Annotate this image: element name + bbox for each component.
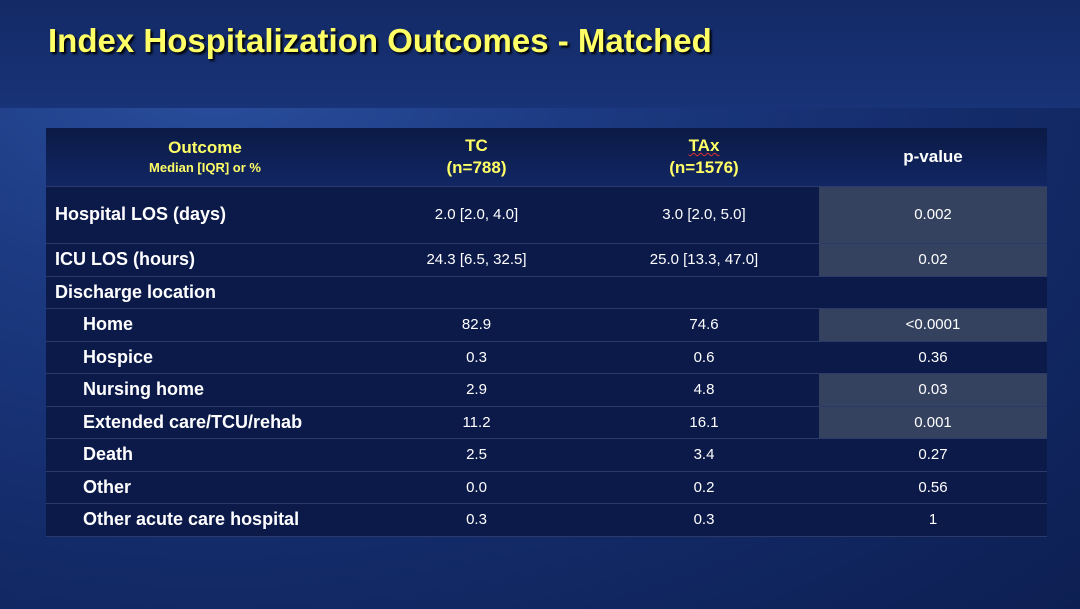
table-row: Home 82.9 74.6 <0.0001: [46, 308, 1047, 341]
table-header-row: Outcome Median [IQR] or % TC (n=788) TAx…: [46, 128, 1047, 186]
row-tc-value: 82.9: [364, 308, 589, 341]
row-tax-value: 4.8: [589, 373, 819, 406]
row-tc-value: 2.9: [364, 373, 589, 406]
header-tax-label: TAx: [688, 135, 720, 155]
row-p-value: 0.02: [819, 243, 1047, 276]
table-row: Extended care/TCU/rehab 11.2 16.1 0.001: [46, 406, 1047, 438]
row-label: Extended care/TCU/rehab: [46, 406, 364, 438]
table-row: Nursing home 2.9 4.8 0.03: [46, 373, 1047, 406]
row-tax-value: 25.0 [13.3, 47.0]: [589, 243, 819, 276]
row-p-value: 0.27: [819, 438, 1047, 471]
row-tax-value: 0.2: [589, 471, 819, 503]
row-p-value: 0.03: [819, 373, 1047, 406]
table-row: Other 0.0 0.2 0.56: [46, 471, 1047, 503]
row-p-value: 1: [819, 503, 1047, 536]
header-outcome-label: Outcome: [168, 138, 242, 158]
row-tc-value: 0.3: [364, 341, 589, 373]
row-tc-value: 2.0 [2.0, 4.0]: [364, 186, 589, 243]
row-label: Home: [46, 308, 364, 341]
row-tax-value: 74.6: [589, 308, 819, 341]
row-p-value: 0.002: [819, 186, 1047, 243]
row-label: Nursing home: [46, 373, 364, 406]
table-row: Hospital LOS (days) 2.0 [2.0, 4.0] 3.0 […: [46, 186, 1047, 243]
row-tc-value: 0.3: [364, 503, 589, 536]
header-pvalue: p-value: [903, 146, 963, 166]
row-label: ICU LOS (hours): [46, 243, 364, 276]
table-row: Death 2.5 3.4 0.27: [46, 438, 1047, 471]
outcomes-table: Outcome Median [IQR] or % TC (n=788) TAx…: [46, 128, 1047, 537]
row-tc-value: [364, 276, 589, 308]
row-tc-value: 24.3 [6.5, 32.5]: [364, 243, 589, 276]
row-label: Discharge location: [46, 276, 364, 308]
header-tax-n: (n=1576): [669, 157, 739, 177]
header-outcome-sub: Median [IQR] or %: [149, 160, 261, 176]
table-row: Hospice 0.3 0.6 0.36: [46, 341, 1047, 373]
row-label: Other: [46, 471, 364, 503]
header-outcome: Outcome Median [IQR] or %: [46, 128, 364, 186]
header-tax: TAx (n=1576): [589, 128, 819, 186]
header-tc-label: TC: [465, 135, 488, 155]
row-tc-value: 0.0: [364, 471, 589, 503]
title-band: [0, 0, 1080, 108]
row-tc-value: 2.5: [364, 438, 589, 471]
row-p-value: 0.56: [819, 471, 1047, 503]
row-tax-value: [589, 276, 819, 308]
row-p-value: <0.0001: [819, 308, 1047, 341]
row-label: Death: [46, 438, 364, 471]
row-tax-value: 0.3: [589, 503, 819, 536]
row-p-value: [819, 276, 1047, 308]
row-label: Hospital LOS (days): [46, 186, 364, 243]
row-tax-value: 3.4: [589, 438, 819, 471]
row-tax-value: 0.6: [589, 341, 819, 373]
header-tc-n: (n=788): [446, 157, 507, 177]
row-tax-value: 3.0 [2.0, 5.0]: [589, 186, 819, 243]
table-row: Other acute care hospital 0.3 0.3 1: [46, 503, 1047, 536]
table-row-section: Discharge location: [46, 276, 1047, 308]
table-row: ICU LOS (hours) 24.3 [6.5, 32.5] 25.0 [1…: [46, 243, 1047, 276]
row-p-value: 0.36: [819, 341, 1047, 373]
row-label: Hospice: [46, 341, 364, 373]
slide-title: Index Hospitalization Outcomes - Matched: [48, 22, 712, 59]
row-p-value: 0.001: [819, 406, 1047, 438]
header-tc: TC (n=788): [364, 128, 589, 186]
row-label: Other acute care hospital: [46, 503, 364, 536]
row-tc-value: 11.2: [364, 406, 589, 438]
row-tax-value: 16.1: [589, 406, 819, 438]
